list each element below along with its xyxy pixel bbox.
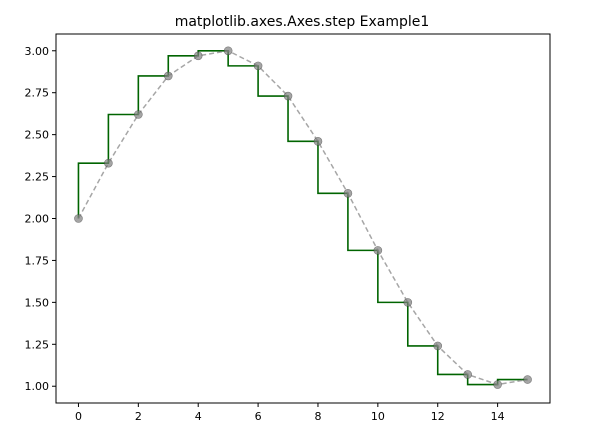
- y-tick-label: 2.25: [25, 171, 50, 184]
- y-tick-label: 1.25: [25, 338, 50, 351]
- y-tick-label: 2.50: [25, 129, 50, 142]
- x-tick-label: 8: [314, 410, 321, 423]
- x-tick-label: 2: [135, 410, 142, 423]
- data-point-marker: [313, 137, 323, 146]
- step-series-line: [77, 49, 528, 386]
- x-tick-label: 14: [491, 410, 505, 423]
- data-point-marker: [223, 46, 233, 56]
- y-tick-label: 2.75: [25, 87, 50, 100]
- y-axis: 1.00 1.25 1.50 1.75 2.00 2.25 2.50 2.75 3.00: [25, 45, 56, 393]
- x-tick-label: 4: [195, 410, 202, 423]
- x-tick-label: 10: [371, 410, 385, 423]
- y-tick-label: 2.00: [25, 213, 50, 226]
- y-tick-label: 1.00: [25, 380, 50, 393]
- data-point-marker: [373, 246, 383, 255]
- data-point-marker: [74, 214, 83, 223]
- data-point-marker: [283, 91, 293, 101]
- series-layer: [74, 46, 532, 389]
- y-tick-label: 1.75: [25, 254, 50, 267]
- data-point-marker: [433, 341, 443, 351]
- x-tick-label: 0: [75, 410, 82, 423]
- data-point-marker: [163, 71, 173, 81]
- data-point-marker: [343, 189, 353, 198]
- y-tick-label: 1.50: [25, 296, 50, 309]
- data-point-marker: [193, 51, 203, 61]
- data-point-marker: [493, 380, 502, 389]
- plot-area: [55, 33, 551, 404]
- x-tick-label: 12: [431, 410, 445, 423]
- y-tick-label: 3.00: [25, 45, 50, 58]
- data-point-marker: [463, 370, 472, 379]
- x-tick-label: 6: [255, 410, 262, 423]
- data-point-marker: [403, 298, 413, 307]
- data-point-marker: [523, 375, 532, 384]
- data-point-marker: [253, 61, 263, 71]
- dashed-series-line: [77, 49, 528, 386]
- chart-title: matplotlib.axes.Axes.step Example1: [175, 14, 430, 30]
- data-point-marker: [134, 110, 143, 119]
- x-axis: 0 2 4 6 8 10 12 14: [75, 403, 505, 423]
- data-point-marker: [104, 158, 113, 168]
